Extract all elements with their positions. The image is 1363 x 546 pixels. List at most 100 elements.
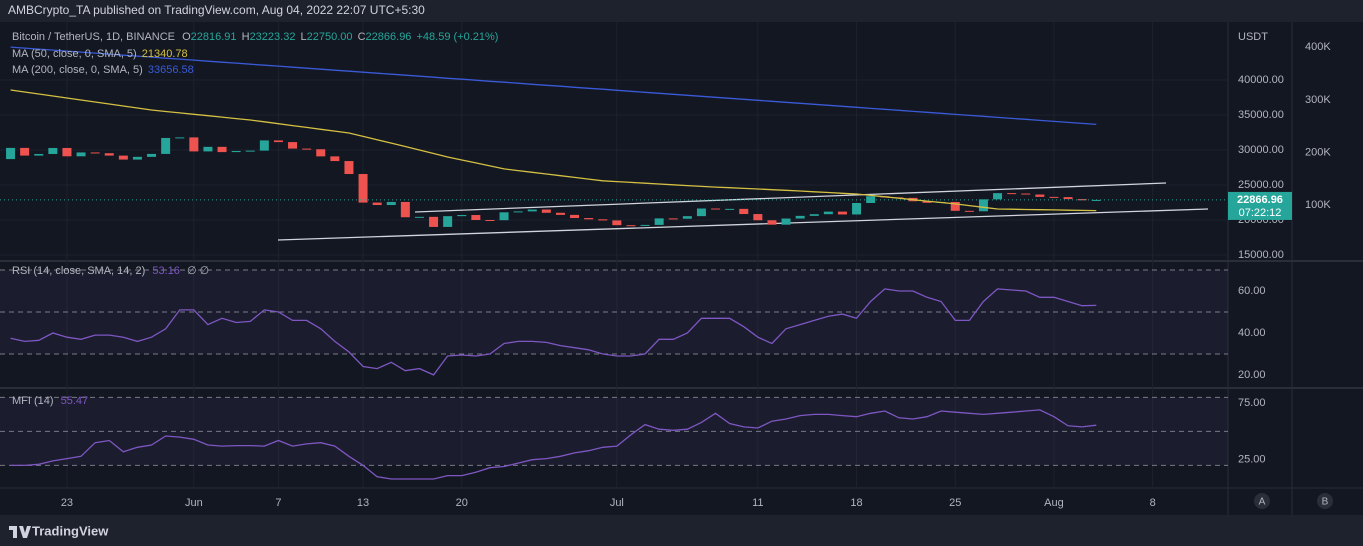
candle-body — [485, 219, 495, 221]
indicator-legend: RSI (14, close, SMA, 14, 2) 53.16 ∅ ∅ — [12, 265, 209, 277]
x-tick-label: 8 — [1150, 497, 1156, 509]
y-tick-label: 60.00 — [1238, 285, 1266, 297]
y2-tick-label: 300K — [1305, 94, 1331, 106]
x-tick-label: Jun — [185, 497, 203, 509]
legend-value: 33656.58 — [148, 64, 194, 76]
bottom-bar — [0, 515, 1363, 546]
y-tick-label: 40.00 — [1238, 327, 1266, 339]
candle-body — [1035, 194, 1045, 197]
candle-body — [76, 152, 86, 157]
last-price-box — [1228, 191, 1292, 220]
candle-body — [1063, 197, 1073, 200]
legend-value: 21340.78 — [142, 48, 188, 60]
axis-button[interactable] — [1317, 493, 1333, 509]
trend-line — [414, 182, 1167, 213]
y2-tick-label: 200K — [1305, 147, 1331, 159]
marks — [0, 46, 1228, 480]
series-line — [10, 89, 1097, 212]
axis-button-label[interactable]: B — [1322, 497, 1329, 508]
x-tick-label: 18 — [850, 497, 862, 509]
candle-body — [978, 199, 988, 212]
symbol-legend: Bitcoin / TetherUS, 1D, BINANCE O22816.9… — [12, 31, 498, 43]
y-tick-label: 25000.00 — [1238, 179, 1284, 191]
candle-body — [1077, 199, 1087, 201]
series-line — [10, 46, 1097, 126]
indicator-value: 53.16 — [152, 265, 180, 277]
candle-body — [993, 193, 1003, 200]
candle-body — [118, 155, 128, 160]
candle-body — [725, 208, 735, 210]
countdown-label: 07:22:12 — [1239, 207, 1282, 219]
candle-body — [584, 218, 594, 220]
symbol: Bitcoin / TetherUS, 1D, BINANCE — [12, 31, 175, 43]
y2-tick-label: 100K — [1305, 199, 1331, 211]
ohlc-key: H — [242, 31, 250, 43]
candle-body — [964, 210, 974, 212]
indicator-legend: MFI (14) 55.47 — [12, 395, 88, 407]
x-tick-label: Aug — [1044, 497, 1064, 509]
x-tick-label: 23 — [61, 497, 73, 509]
x-tick-label: 7 — [275, 497, 281, 509]
y-tick-label: 75.00 — [1238, 397, 1266, 409]
candle-body — [414, 216, 424, 218]
candle-body — [330, 156, 340, 162]
candle-body — [739, 208, 749, 215]
candle-body — [654, 218, 664, 225]
trend-line — [277, 208, 1209, 241]
change: +48.59 (+0.21%) — [417, 31, 499, 43]
candle-body — [147, 153, 157, 157]
candle-body — [386, 201, 396, 206]
y-tick-label: 30000.00 — [1238, 144, 1284, 156]
brand: TradingView — [32, 523, 109, 538]
x-tick-label: 11 — [752, 497, 763, 509]
candle-body — [231, 150, 241, 153]
candle-body — [443, 216, 453, 227]
candle-body — [62, 147, 72, 157]
axis-button-label[interactable]: A — [1259, 497, 1266, 508]
series-line — [10, 288, 1097, 376]
candle-body — [203, 146, 213, 152]
candle-body — [682, 216, 692, 219]
candle-body — [852, 202, 862, 215]
ohlc-value: 22750.00 — [307, 31, 353, 43]
candle-body — [640, 224, 650, 226]
candle-body — [527, 209, 537, 212]
axis-button[interactable] — [1254, 493, 1270, 509]
candle-body — [499, 212, 509, 221]
candle-body — [358, 174, 368, 203]
candle-body — [711, 208, 721, 210]
candle-body — [189, 137, 199, 152]
candle-body — [598, 219, 608, 221]
x-tick-label: 25 — [949, 497, 961, 509]
candle-body — [696, 208, 706, 217]
candle-body — [555, 212, 565, 215]
candle-body — [513, 211, 523, 213]
indicator-bands — [0, 269, 1228, 466]
candle-body — [626, 225, 636, 227]
candle-body — [753, 214, 763, 221]
candle-body — [866, 196, 876, 203]
candle-body — [1021, 193, 1031, 195]
legend-entry: MA (200, close, 0, SMA, 5) 33656.58 — [12, 64, 194, 76]
candle-body — [457, 215, 467, 217]
candle-body — [175, 137, 185, 139]
y2-tick-label: 400K — [1305, 41, 1331, 53]
indicator-value: 55.47 — [61, 395, 89, 407]
candle-body — [90, 152, 100, 154]
candle-body — [795, 215, 805, 219]
indicator-title: MFI (14) — [12, 395, 54, 407]
candle-body — [612, 220, 622, 226]
candle-body — [132, 156, 142, 160]
candle-body — [316, 149, 326, 157]
ohlc-value: 22816.91 — [191, 31, 237, 43]
ohlc-value: 22866.96 — [366, 31, 412, 43]
ohlc-key: O — [182, 31, 191, 43]
candle-body — [668, 218, 678, 220]
axis-currency: USDT — [1238, 31, 1268, 43]
candle-body — [400, 201, 410, 218]
y-tick-label: 35000.00 — [1238, 109, 1284, 121]
candle-body — [34, 153, 44, 156]
candle-body — [950, 201, 960, 211]
candle-body — [570, 214, 580, 219]
ohlc-key: C — [358, 31, 366, 43]
